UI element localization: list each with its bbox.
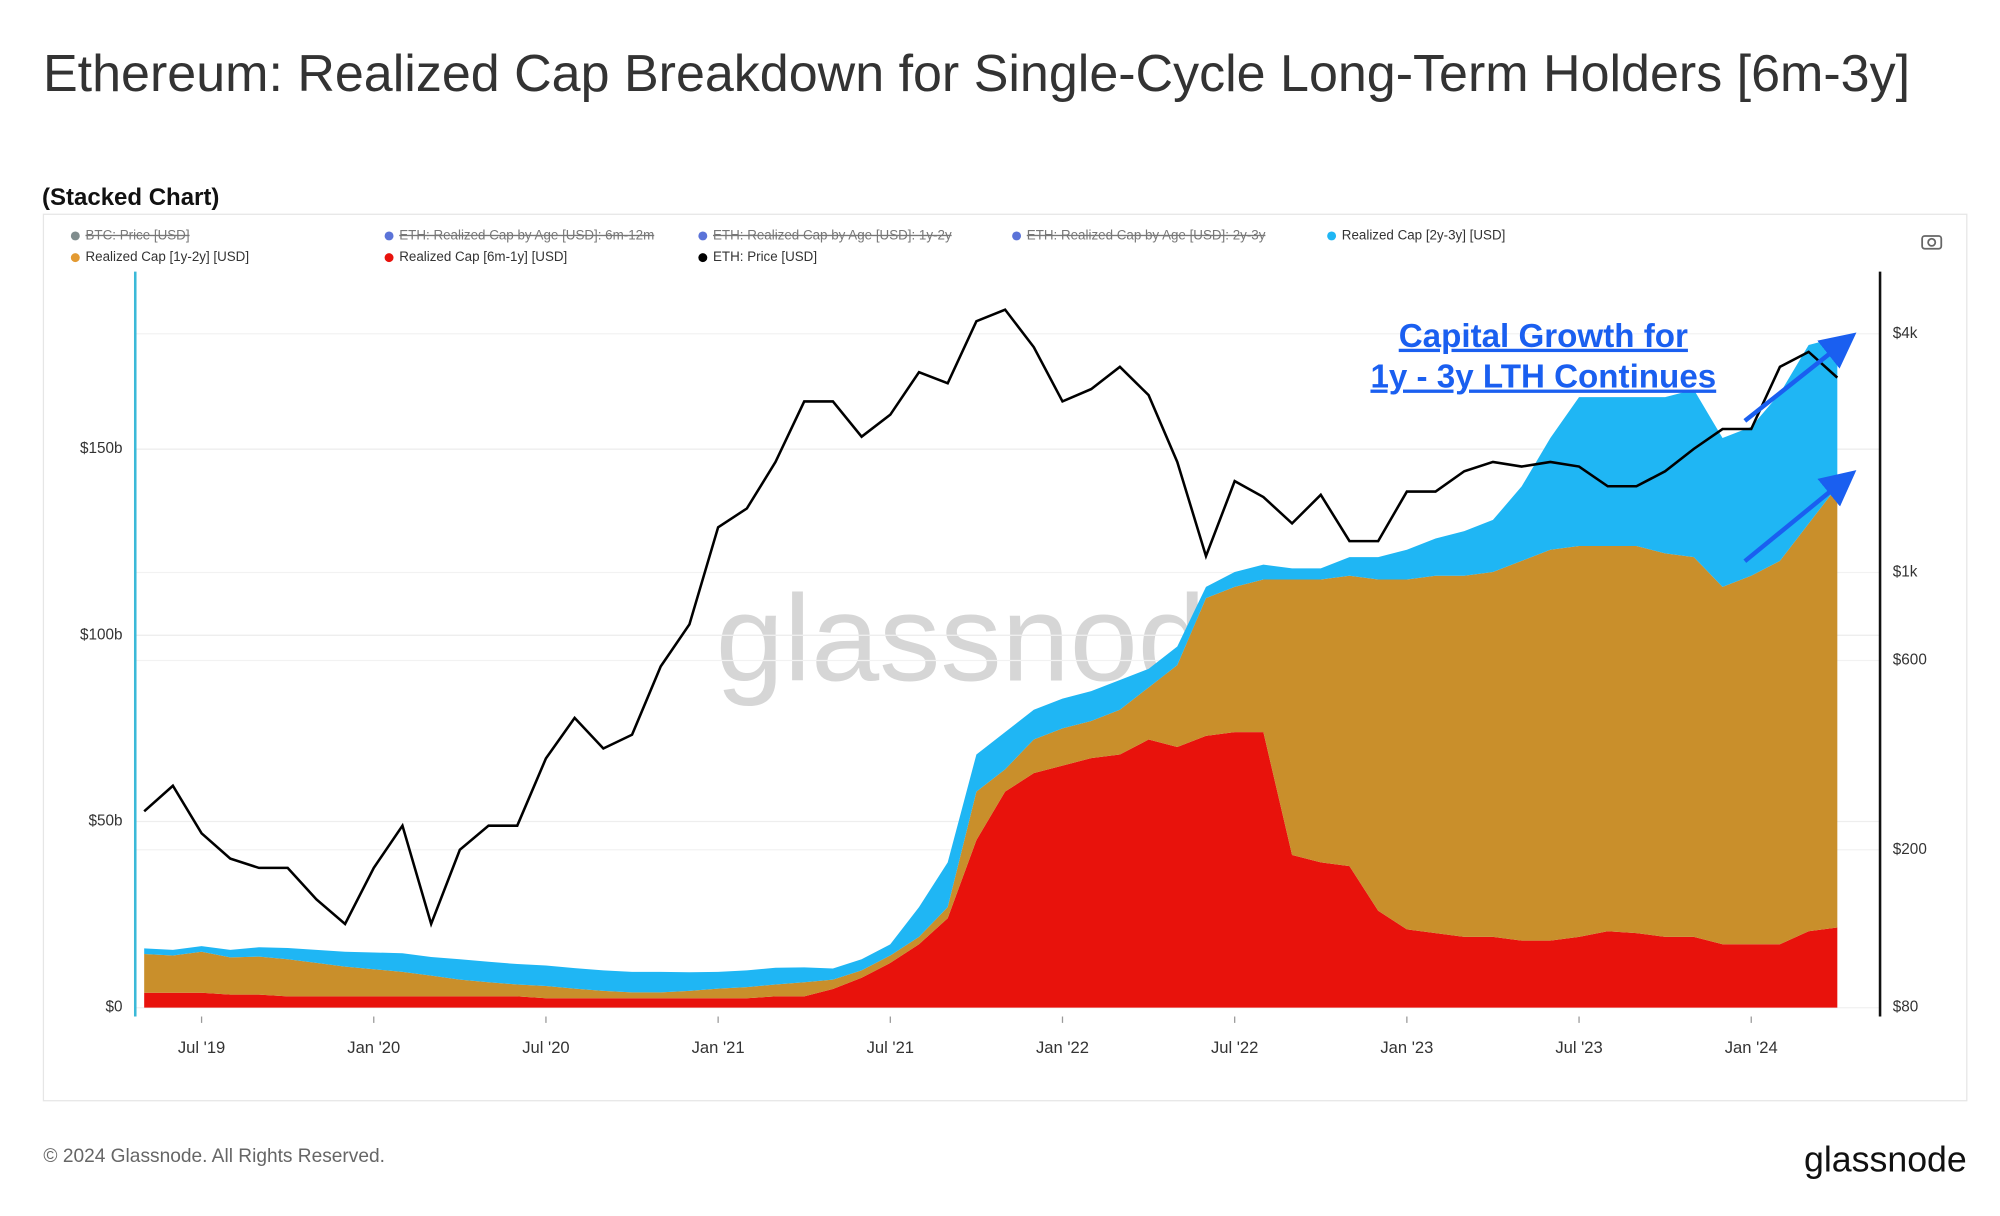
y2-tick-label: $200 xyxy=(1893,841,1927,858)
x-tick-label: Jul '22 xyxy=(1211,1038,1258,1057)
legend-label[interactable]: Realized Cap [6m-1y] [USD] xyxy=(399,249,567,264)
legend-label[interactable]: ETH: Realized Cap by Age [USD]: 6m-12m xyxy=(399,227,654,242)
footer: © 2024 Glassnode. All Rights Reserved. xyxy=(43,1146,385,1167)
x-tick-label: Jul '19 xyxy=(178,1038,225,1057)
y-tick-label: $150b xyxy=(80,440,123,457)
brand-logo: glassnode xyxy=(1804,1139,1967,1179)
legend-label[interactable]: Realized Cap [2y-3y] [USD] xyxy=(1342,227,1506,242)
y-tick-label: $50b xyxy=(88,813,122,830)
legend-label[interactable]: BTC: Price [USD] xyxy=(86,227,190,242)
camera-icon[interactable] xyxy=(1921,235,1943,250)
area xyxy=(144,732,1838,1008)
x-tick-label: Jul '20 xyxy=(522,1038,569,1057)
legend-dot xyxy=(1012,231,1022,241)
legend-label[interactable]: ETH: Realized Cap by Age [USD]: 2y-3y xyxy=(1027,227,1266,242)
legend-label[interactable]: ETH: Realized Cap by Age [USD]: 1y-2y xyxy=(713,227,952,242)
price-line xyxy=(143,308,1839,928)
x-tick-label: Jan '21 xyxy=(692,1038,745,1057)
x-tick-label: Jan '24 xyxy=(1725,1038,1778,1057)
annotation: 1y - 3y LTH Continues xyxy=(1370,359,1716,396)
legend-dot xyxy=(70,231,80,241)
area xyxy=(144,337,1838,993)
chart-subtitle: (Stacked Chart) xyxy=(42,184,220,211)
x-tick-label: Jul '21 xyxy=(867,1038,914,1057)
legend-label[interactable]: ETH: Price [USD] xyxy=(713,249,817,264)
legend-dot xyxy=(384,253,394,263)
chart-frame xyxy=(42,213,1968,1102)
y2-tick-label: $4k xyxy=(1893,325,1918,342)
y2-tick-label: $80 xyxy=(1893,999,1919,1016)
y2-tick-label: $1k xyxy=(1893,564,1918,581)
x-tick-label: Jan '20 xyxy=(347,1038,400,1057)
legend-dot xyxy=(1327,231,1337,241)
area xyxy=(144,486,1838,999)
x-tick-label: Jan '23 xyxy=(1380,1038,1433,1057)
y2-tick-label: $600 xyxy=(1893,652,1927,669)
legend-dot xyxy=(384,231,394,241)
x-tick-label: Jul '23 xyxy=(1555,1038,1602,1057)
x-tick-label: Jan '22 xyxy=(1036,1038,1089,1057)
y-tick-label: $0 xyxy=(105,999,122,1016)
y-tick-label: $100b xyxy=(80,626,123,643)
annotation-arrows xyxy=(1743,332,1857,563)
annotation: Capital Growth for xyxy=(1399,318,1688,355)
legend-dot xyxy=(70,253,80,263)
legend-dot xyxy=(698,231,708,241)
legend-label[interactable]: Realized Cap [1y-2y] [USD] xyxy=(86,249,250,264)
legend-dot xyxy=(698,253,708,263)
chart-title: Ethereum: Realized Cap Breakdown for Sin… xyxy=(43,45,1911,103)
